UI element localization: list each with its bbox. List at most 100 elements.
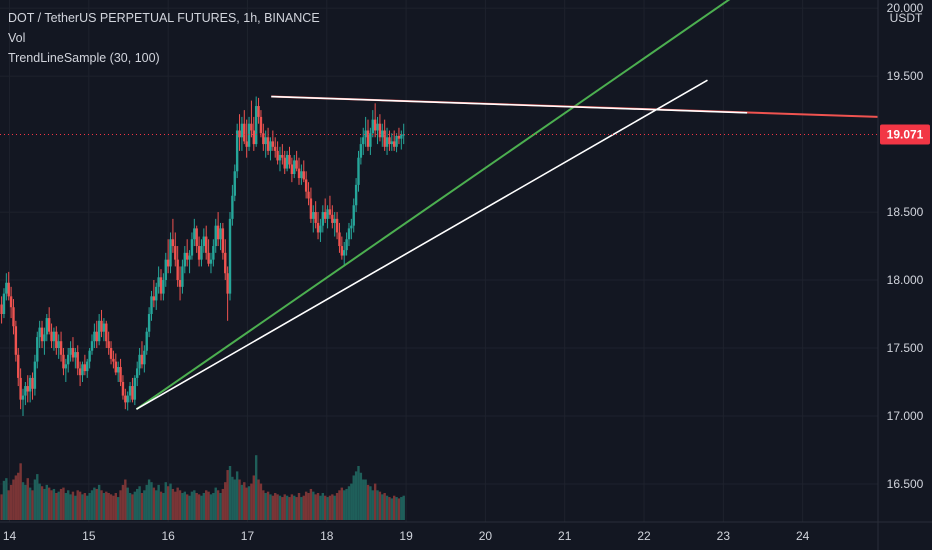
candle-body xyxy=(235,130,239,172)
volume-bar xyxy=(47,487,51,520)
price-axis[interactable]: USDT 16.500 17.000 17.500 18.000 18.500 19.50… xyxy=(877,0,924,550)
time-tick-label: 16 xyxy=(161,529,175,543)
candle-body xyxy=(7,282,10,297)
volume-bar xyxy=(152,487,156,520)
grid-layer xyxy=(0,0,878,522)
time-tick-label: 14 xyxy=(3,529,17,543)
candle-body xyxy=(238,130,241,138)
price-axis-unit: USDT xyxy=(890,11,923,25)
time-axis[interactable]: 14 15 16 17 18 19 20 21 22 23 24 xyxy=(0,521,932,543)
candle-body xyxy=(388,137,391,145)
volume-bar xyxy=(307,493,310,520)
volume-bar xyxy=(131,494,134,520)
candle-body xyxy=(119,367,122,382)
candle-body xyxy=(78,368,82,376)
candle-body xyxy=(69,348,72,355)
volume-bar xyxy=(369,486,372,520)
time-tick-label: 23 xyxy=(717,529,731,543)
volume-bar xyxy=(76,490,79,520)
volume-bar xyxy=(390,498,394,520)
candle-body xyxy=(288,154,291,165)
volume-bar xyxy=(345,488,348,520)
time-tick-label: 22 xyxy=(637,529,651,543)
volume-bar xyxy=(293,495,296,520)
candle-body xyxy=(185,252,189,260)
candle-body xyxy=(285,154,289,169)
candle-body xyxy=(278,154,282,161)
volume-bar xyxy=(274,493,277,520)
volume-bar xyxy=(373,483,377,520)
volume-bar xyxy=(93,487,96,520)
candle-body xyxy=(350,225,353,229)
trend-highlight-line xyxy=(136,79,708,410)
price-tick-label: 18.500 xyxy=(887,205,924,219)
volume-layer xyxy=(0,455,405,520)
volume-bar xyxy=(31,490,34,520)
candle-body xyxy=(28,377,32,392)
volume-bar xyxy=(116,497,120,520)
volume-bar xyxy=(105,491,108,520)
volume-bar xyxy=(240,484,244,520)
volume-bar xyxy=(133,491,137,520)
volume-bar xyxy=(200,495,203,520)
volume-bar xyxy=(202,493,206,520)
candle-body xyxy=(333,218,336,223)
candle-body xyxy=(290,164,294,174)
volume-indicator-label[interactable]: Vol xyxy=(8,31,26,45)
trendline-indicator-label[interactable]: TrendLineSample (30, 100) xyxy=(8,51,160,65)
candle-body xyxy=(262,133,265,145)
candle-body xyxy=(338,232,341,247)
volume-bar xyxy=(17,472,20,520)
candle-body xyxy=(359,144,363,158)
candle-body xyxy=(328,209,332,215)
candle-body xyxy=(221,228,225,253)
volume-bar xyxy=(124,479,127,520)
volume-bar xyxy=(88,493,91,520)
candle-body xyxy=(276,150,279,161)
volume-bar xyxy=(174,491,177,520)
volume-bar xyxy=(245,487,248,520)
volume-bar xyxy=(340,487,344,520)
symbol-title[interactable]: DOT / TetherUS PERPETUAL FUTURES, 1h, BI… xyxy=(8,11,320,25)
volume-bar xyxy=(385,495,389,520)
volume-bar xyxy=(228,466,232,520)
volume-bar xyxy=(188,495,191,520)
volume-bar xyxy=(71,491,75,520)
candle-body xyxy=(345,239,348,251)
volume-bar xyxy=(102,493,106,520)
candle-body xyxy=(383,130,386,147)
candle-body xyxy=(233,171,236,196)
candle-body xyxy=(390,141,394,145)
candle-body xyxy=(36,337,39,362)
volume-bar xyxy=(62,487,65,520)
candle-body xyxy=(271,141,275,147)
candle-body xyxy=(371,119,374,134)
volume-bar xyxy=(276,494,279,520)
candle-body xyxy=(102,323,106,332)
candle-body xyxy=(33,361,37,389)
volume-bar xyxy=(169,483,172,520)
candle-body xyxy=(228,218,232,294)
candle-body xyxy=(52,331,56,342)
candle-body xyxy=(312,212,315,219)
candle-body xyxy=(402,134,405,136)
candle-body xyxy=(159,277,163,294)
volume-bar xyxy=(285,495,289,520)
trend-highlight-line xyxy=(271,95,748,114)
volume-bar xyxy=(297,493,301,520)
volume-bar xyxy=(359,472,363,520)
volume-bar xyxy=(21,482,25,520)
candle-body xyxy=(214,225,217,247)
volume-bar xyxy=(69,494,72,520)
volume-bar xyxy=(197,494,201,520)
volume-bar xyxy=(238,479,241,520)
volume-bar xyxy=(112,495,115,520)
volume-bar xyxy=(221,488,225,520)
candle-body xyxy=(178,280,182,287)
volume-bar xyxy=(247,486,251,520)
volume-bar xyxy=(214,487,217,520)
candle-body xyxy=(274,146,277,151)
time-tick-label: 19 xyxy=(399,529,413,543)
